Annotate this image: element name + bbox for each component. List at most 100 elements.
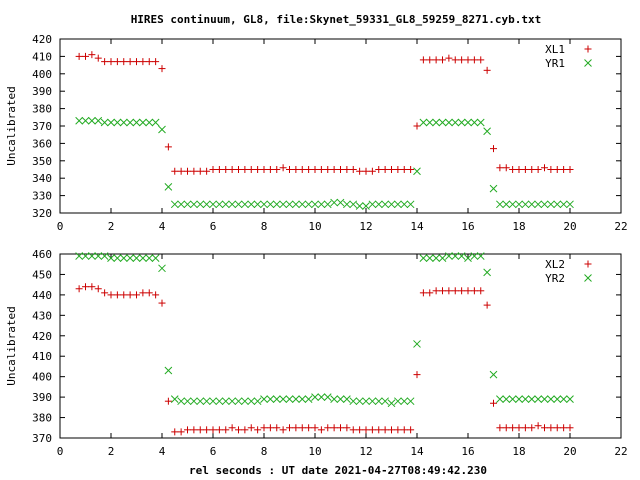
data-point xyxy=(126,118,134,127)
data-point xyxy=(336,198,345,207)
data-point xyxy=(419,118,428,127)
data-point xyxy=(94,116,103,125)
data-point xyxy=(266,166,274,173)
data-point xyxy=(221,397,230,406)
data-point xyxy=(292,166,300,173)
data-point xyxy=(368,397,377,406)
data-point xyxy=(298,395,307,404)
data-point xyxy=(94,252,103,260)
data-point xyxy=(458,287,466,295)
data-point xyxy=(292,200,300,209)
data-point xyxy=(553,424,561,432)
data-point xyxy=(387,399,396,408)
data-point xyxy=(75,116,83,125)
data-point xyxy=(496,424,504,432)
data-point xyxy=(88,51,96,59)
data-point xyxy=(279,426,287,434)
data-point xyxy=(113,291,121,299)
bottom-panel-points xyxy=(75,252,574,436)
data-point xyxy=(527,200,536,209)
data-point xyxy=(381,200,389,209)
data-point xyxy=(349,426,357,434)
data-point xyxy=(190,426,198,434)
data-point xyxy=(158,299,166,307)
top-y-axis-label: Uncalibrated xyxy=(5,86,18,165)
y-tick-label: 420 xyxy=(32,33,52,46)
data-point xyxy=(120,291,128,299)
data-point xyxy=(298,200,307,209)
data-point xyxy=(222,426,230,434)
data-point xyxy=(170,200,179,209)
data-point xyxy=(381,166,389,173)
data-point xyxy=(477,56,485,64)
data-point xyxy=(88,283,96,291)
data-point xyxy=(311,393,319,401)
y-tick-label: 420 xyxy=(32,330,52,343)
data-point xyxy=(521,200,530,209)
data-point xyxy=(349,200,358,209)
legend-label: XL1 xyxy=(545,43,565,56)
data-point xyxy=(381,426,389,434)
data-point xyxy=(419,289,427,297)
data-point xyxy=(196,167,204,175)
data-point xyxy=(508,395,517,404)
data-point xyxy=(388,426,395,434)
data-point xyxy=(324,424,332,432)
data-point xyxy=(541,164,548,172)
y-tick-label: 460 xyxy=(32,248,52,261)
data-point xyxy=(464,118,472,127)
data-point xyxy=(540,200,549,209)
y-tick-label: 350 xyxy=(32,155,52,168)
legend-marker xyxy=(584,274,592,282)
x-tick-label: 6 xyxy=(210,220,217,233)
data-point xyxy=(119,254,128,262)
data-point xyxy=(483,301,491,309)
data-point xyxy=(183,397,192,406)
data-point xyxy=(164,143,172,151)
data-point xyxy=(356,426,364,434)
data-point xyxy=(368,200,377,209)
y-tick-label: 340 xyxy=(32,172,52,185)
data-point xyxy=(279,164,287,172)
data-point xyxy=(152,291,160,299)
data-point xyxy=(406,397,415,406)
data-point xyxy=(190,397,198,406)
y-tick-label: 320 xyxy=(32,207,52,220)
legend-marker xyxy=(584,260,592,268)
data-point xyxy=(285,395,294,404)
data-point xyxy=(483,66,491,74)
data-point xyxy=(368,167,376,175)
x-tick-label: 20 xyxy=(563,220,576,233)
data-point xyxy=(394,166,402,173)
series-xl1 xyxy=(75,51,574,175)
data-point xyxy=(509,166,517,173)
data-point xyxy=(343,166,351,173)
data-point xyxy=(528,166,536,173)
x-tick-label: 16 xyxy=(461,445,474,458)
data-point xyxy=(171,167,179,175)
data-point xyxy=(247,200,256,209)
data-point xyxy=(75,52,83,60)
data-point xyxy=(490,399,497,407)
data-point xyxy=(241,397,249,406)
data-point xyxy=(502,424,510,432)
data-point xyxy=(343,424,351,432)
data-point xyxy=(515,200,523,209)
data-point xyxy=(254,426,262,434)
y-tick-label: 330 xyxy=(32,190,52,203)
data-point xyxy=(343,395,351,404)
data-point xyxy=(490,145,497,153)
data-point xyxy=(547,395,555,404)
data-point xyxy=(317,166,325,173)
data-point xyxy=(515,166,523,173)
data-point xyxy=(349,166,357,173)
data-point xyxy=(375,426,383,434)
data-point xyxy=(457,252,466,260)
data-point xyxy=(521,166,529,173)
bottom-y-axis-label: Uncalibrated xyxy=(5,306,18,385)
data-point xyxy=(164,183,173,191)
data-point xyxy=(253,397,262,406)
data-point xyxy=(139,58,147,66)
data-point xyxy=(394,200,402,209)
data-point xyxy=(113,254,122,262)
